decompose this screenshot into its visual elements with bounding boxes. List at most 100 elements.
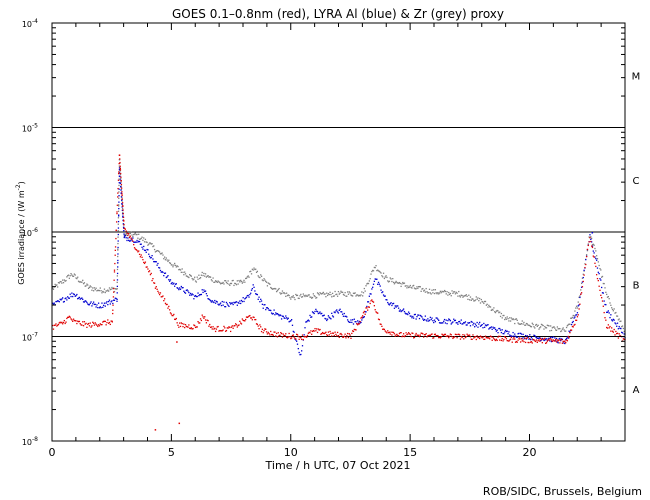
data-point [515,318,518,320]
data-point [419,334,421,336]
data-point [228,305,230,308]
data-point [163,298,166,300]
data-point [59,281,61,283]
data-point [232,327,234,329]
data-point [160,271,162,273]
data-point [574,316,576,318]
data-point [371,288,373,290]
data-point [523,341,525,343]
data-point [120,181,122,183]
data-point [446,335,448,338]
data-point [542,324,544,327]
data-point [133,241,136,243]
data-point [449,333,452,335]
data-point [463,295,466,297]
data-point [189,327,191,329]
data-point [285,315,287,317]
data-point [258,276,260,278]
data-point [329,291,331,293]
data-point [255,268,257,270]
data-point [566,325,569,327]
data-point [113,299,115,301]
data-point [598,272,600,275]
data-point [102,306,104,308]
data-point [368,295,371,297]
data-point [417,314,419,316]
data-point [120,176,122,178]
data-point [338,293,340,295]
data-point [221,330,223,332]
data-point [611,327,613,329]
data-point [130,237,132,239]
data-point [493,307,495,309]
data-point [412,285,414,287]
data-point [169,262,172,265]
data-point [273,288,275,290]
data-point [494,339,497,342]
data-point [297,335,299,338]
data-point [64,280,66,282]
data-point [316,328,318,330]
data-point [374,309,376,311]
data-point [66,317,68,320]
data-point [117,262,119,264]
data-point [276,313,279,315]
data-point [163,258,165,260]
data-point [119,172,121,174]
data-point [67,297,70,299]
data-point [241,318,243,320]
data-point [416,286,418,288]
data-point [554,340,556,342]
data-point [119,170,121,172]
data-point [341,291,343,293]
data-point [540,338,543,341]
data-point [448,335,451,337]
data-point [479,297,481,300]
data-point [479,335,482,337]
data-point [120,172,122,175]
data-point [134,241,137,243]
data-point [198,322,200,324]
data-point [341,313,344,315]
data-point [390,278,392,280]
data-point [117,233,119,236]
data-point [145,251,147,253]
data-point [580,286,583,288]
data-point [602,305,604,307]
data-point [568,330,570,332]
data-point [105,324,107,326]
data-point [148,255,151,258]
data-point [468,334,470,336]
data-point [570,317,572,319]
data-point [396,281,398,284]
data-point [143,237,145,239]
data-point [366,307,368,309]
data-point [570,323,573,326]
data-point [409,315,411,317]
data-point [262,279,264,282]
data-point [223,325,225,328]
data-point [81,324,83,326]
data-point [245,277,247,280]
data-point [84,300,86,302]
data-point [416,334,418,336]
data-point [117,246,119,249]
data-point [233,301,235,304]
data-point [254,318,256,321]
data-point [550,325,552,327]
data-point [614,334,616,336]
data-point [187,290,189,292]
data-point [122,213,124,215]
data-point [113,269,116,271]
data-point [610,304,612,306]
data-point [428,334,431,336]
data-point [103,288,106,290]
data-point [606,311,609,313]
data-point [133,247,136,249]
data-point [531,342,533,344]
data-point [68,315,71,317]
data-point [176,287,178,289]
data-point [192,327,194,330]
data-point [499,327,501,330]
data-point [122,205,124,208]
